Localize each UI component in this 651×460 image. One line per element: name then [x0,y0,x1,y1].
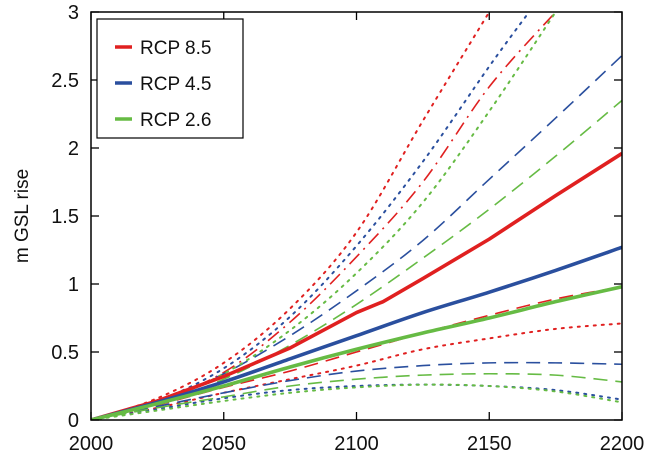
x-tick-label: 2000 [69,433,114,455]
series-line-rcp-8-5-dotted-outer-upper [91,12,491,420]
legend: RCP 8.5 RCP 4.5 RCP 2.6 [96,18,244,139]
series-line-rcp-4-5-solid [91,245,622,420]
y-axis-title: m GSL rise [12,169,33,263]
y-tick-label: 1.5 [51,206,79,228]
x-tick-label: 2100 [334,433,379,455]
x-tick-label: 2150 [467,433,512,455]
series-line-rcp-2-6-dashed-lower [91,372,622,420]
series-line-rcp-4-5-dotted-upper [91,12,531,420]
series-line-rcp-2-6-dotted-lower [91,383,622,420]
y-tick-label: 3 [68,2,79,24]
y-tick-label: 0 [68,410,79,432]
series-line-rcp-4-5-dotted-lower [91,383,622,420]
ticks-layer: 2000 2050 2100 2150 2200 0 0.5 1 1.5 2 2.5 3 [51,2,644,455]
x-tick-label: 2200 [600,433,645,455]
series-line-rcp-8-5-dotted-lower [91,322,622,420]
y-tick-label: 0.5 [51,342,79,364]
y-tick-label: 2 [68,138,79,160]
y-tick-label: 1 [68,274,79,296]
legend-label: RCP 4.5 [140,74,211,95]
series-line-rcp-2-6-solid [91,284,622,420]
y-tick-label: 2.5 [51,70,79,92]
series-line-rcp-2-6-dashed-upper [91,99,622,420]
series-layer [91,12,622,420]
series-line-rcp-8-5-solid [91,151,622,420]
x-tick-label: 2050 [202,433,247,455]
legend-label: RCP 8.5 [140,38,211,59]
legend-label: RCP 2.6 [140,110,211,131]
series-line-rcp-4-5-dashed-lower [91,361,622,420]
